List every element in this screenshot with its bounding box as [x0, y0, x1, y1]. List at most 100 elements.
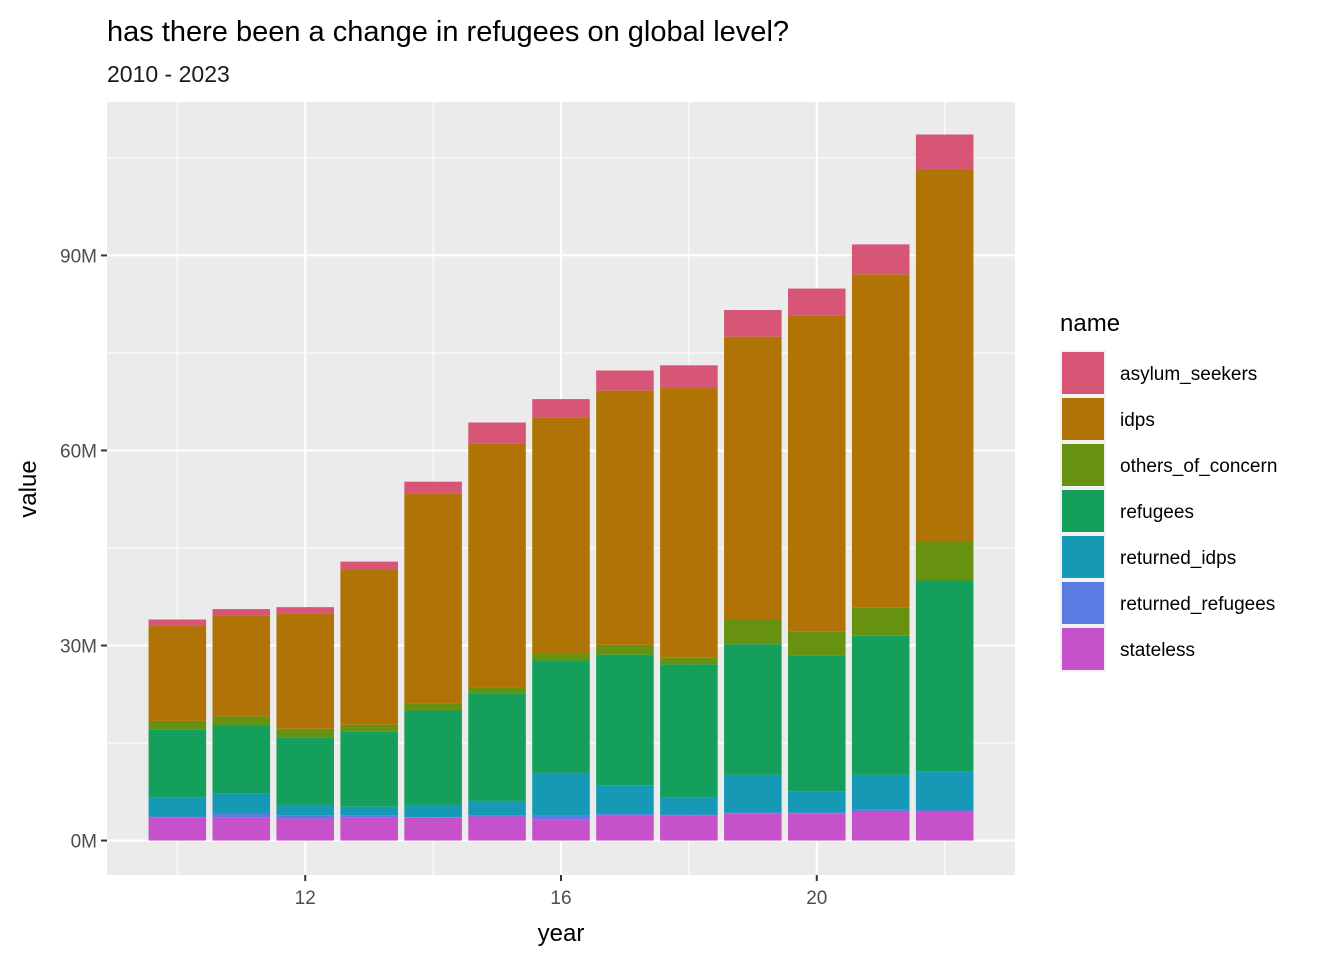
bar-segment-idps — [788, 315, 846, 632]
bar-segment-stateless — [724, 813, 782, 841]
bar-segment-idps — [340, 569, 398, 725]
bar-segment-stateless — [404, 817, 462, 841]
bar-segment-stateless — [148, 817, 207, 841]
bar-segment-stateless — [788, 813, 846, 841]
legend-swatch-returned_idps — [1062, 536, 1104, 578]
bar-segment-asylum_seekers — [148, 619, 207, 626]
bar-segment-refugees — [724, 644, 782, 775]
bar-segment-returned_idps — [724, 774, 782, 813]
bar-segment-refugees — [532, 660, 590, 773]
bar-segment-refugees — [596, 654, 654, 786]
bar-segment-asylum_seekers — [532, 399, 590, 418]
y-axis-title: value — [15, 460, 42, 517]
bar-segment-returned_idps — [468, 800, 526, 816]
legend-swatch-returned_refugees — [1062, 582, 1104, 624]
x-axis-title: year — [538, 920, 585, 947]
bar-segment-others_of_concern — [915, 541, 974, 581]
bar-segment-returned_refugees — [340, 815, 398, 818]
bar-segment-others_of_concern — [468, 687, 526, 694]
bar-segment-returned_idps — [915, 771, 974, 810]
bar-segment-idps — [915, 168, 974, 542]
y-tick-label: 0M — [71, 832, 97, 853]
bar-segment-asylum_seekers — [468, 422, 526, 444]
bar-segment-idps — [596, 390, 654, 645]
bar-segment-returned_refugees — [532, 815, 590, 820]
legend-swatch-asylum_seekers — [1062, 352, 1104, 394]
bar-segment-others_of_concern — [340, 724, 398, 732]
bar-segment-returned_idps — [276, 805, 334, 816]
bar-segment-refugees — [276, 737, 334, 806]
bar-segment-idps — [276, 613, 334, 729]
bar-segment-asylum_seekers — [276, 607, 334, 614]
legend-title: name — [1060, 310, 1120, 337]
bar-segment-others_of_concern — [404, 703, 462, 711]
bar-segment-idps — [532, 417, 590, 654]
bar-segment-others_of_concern — [660, 657, 718, 665]
legend-swatch-refugees — [1062, 490, 1104, 532]
bar-segment-returned_refugees — [851, 809, 910, 812]
x-tick-label: 16 — [550, 888, 571, 909]
bar-segment-returned_idps — [148, 797, 207, 817]
bar-segment-stateless — [851, 811, 910, 841]
bar-segment-returned_refugees — [788, 812, 846, 814]
bar-segment-refugees — [468, 693, 526, 801]
bar-segment-idps — [212, 615, 271, 717]
bar-segment-returned_idps — [532, 772, 590, 816]
bar-segment-idps — [404, 493, 462, 704]
bar-segment-idps — [468, 443, 526, 688]
bar-segment-stateless — [276, 818, 334, 841]
x-tick-label: 20 — [806, 888, 827, 909]
bar-segment-idps — [724, 336, 782, 620]
bar-segment-stateless — [915, 811, 974, 841]
bar-segment-others_of_concern — [532, 653, 590, 661]
bar-segment-returned_refugees — [212, 813, 271, 818]
bar-segment-returned_idps — [212, 793, 271, 814]
bar-segment-refugees — [915, 580, 974, 772]
legend-label: asylum_seekers — [1120, 364, 1257, 385]
bar-segment-others_of_concern — [148, 720, 207, 730]
bar-segment-refugees — [212, 725, 271, 794]
bar-segment-returned_refugees — [596, 813, 654, 816]
bar-segment-stateless — [340, 817, 398, 841]
y-tick-label: 60M — [60, 441, 97, 462]
legend-label: stateless — [1120, 640, 1195, 661]
y-axis: 0M 30M 60M 90M — [60, 246, 107, 853]
x-tick-label: 12 — [295, 888, 316, 909]
bar-segment-asylum_seekers — [788, 288, 846, 316]
bar-segment-asylum_seekers — [660, 365, 718, 389]
bar-segment-idps — [148, 625, 207, 721]
y-tick-label: 90M — [60, 246, 97, 267]
bar-segment-stateless — [468, 816, 526, 841]
bar-segment-returned_refugees — [468, 815, 526, 817]
bar-segment-others_of_concern — [276, 728, 334, 738]
bar-segment-returned_refugees — [660, 814, 718, 816]
chart-title: has there been a change in refugees on g… — [107, 16, 789, 48]
bar-segment-asylum_seekers — [596, 370, 654, 391]
bars — [148, 134, 974, 841]
bar-segment-returned_idps — [788, 791, 846, 813]
legend-label: refugees — [1120, 502, 1194, 523]
bar-segment-asylum_seekers — [212, 609, 271, 616]
bar-segment-asylum_seekers — [851, 244, 910, 275]
legend-label: others_of_concern — [1120, 456, 1277, 477]
bar-segment-returned_idps — [660, 797, 718, 815]
bar-segment-idps — [851, 274, 910, 608]
bar-segment-refugees — [148, 729, 207, 798]
bar-segment-asylum_seekers — [724, 310, 782, 337]
bar-segment-stateless — [596, 815, 654, 841]
x-axis: 12 16 20 — [295, 875, 827, 909]
bar-segment-others_of_concern — [596, 644, 654, 655]
bar-segment-returned_refugees — [404, 817, 462, 818]
bar-segment-returned_refugees — [915, 809, 974, 812]
legend-swatch-idps — [1062, 398, 1104, 440]
chart-subtitle: 2010 - 2023 — [107, 61, 230, 87]
bar-segment-stateless — [532, 819, 590, 841]
bar-segment-returned_idps — [404, 805, 462, 818]
bar-segment-stateless — [212, 817, 271, 841]
bar-segment-refugees — [851, 635, 910, 775]
bar-segment-returned_refugees — [148, 816, 207, 818]
legend-swatch-stateless — [1062, 628, 1104, 670]
bar-segment-refugees — [340, 731, 398, 807]
